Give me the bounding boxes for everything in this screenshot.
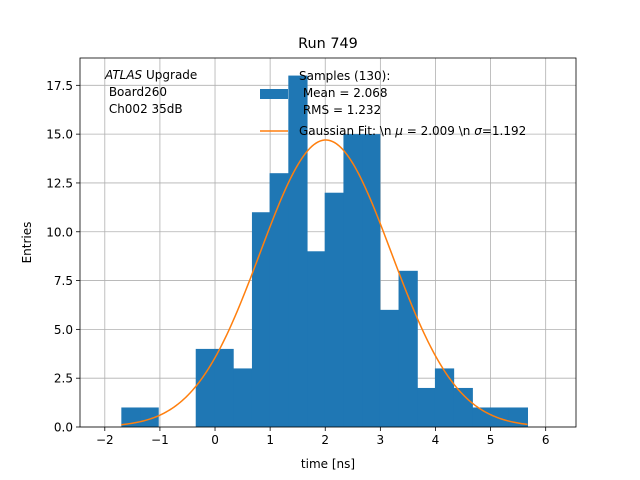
annotation-atlas: ATLAS bbox=[104, 68, 143, 82]
annotation-line-1: ATLAS Upgrade bbox=[104, 68, 197, 82]
legend-histogram-line-2: Mean = 2.068 bbox=[299, 86, 388, 100]
y-tick-label: 2.5 bbox=[54, 372, 73, 386]
histogram-bar bbox=[251, 212, 271, 427]
legend-fit-sigma-symbol: σ bbox=[474, 124, 482, 138]
x-tick-label: 2 bbox=[321, 433, 329, 447]
y-tick-label: 5.0 bbox=[54, 323, 73, 337]
y-tick-label: 7.5 bbox=[54, 274, 73, 288]
y-tick-label: 0.0 bbox=[54, 421, 73, 435]
histogram-bar bbox=[195, 348, 215, 427]
histogram-bar bbox=[288, 75, 308, 428]
atlas-annotation: ATLAS Upgrade Board260 Ch002 35dB bbox=[104, 68, 197, 116]
histogram-bar bbox=[453, 387, 473, 427]
annotation-upgrade: Upgrade bbox=[142, 68, 197, 82]
legend-histogram-line-1: Samples (130): bbox=[299, 69, 390, 83]
chart-title: Run 749 bbox=[298, 36, 358, 52]
histogram-bar bbox=[307, 251, 326, 427]
x-axis-ticks: −2 −1 0 1 2 3 4 5 6 bbox=[96, 427, 550, 447]
x-tick-label: 5 bbox=[487, 433, 495, 447]
annotation-line-2: Board260 bbox=[105, 85, 167, 99]
x-tick-label: 6 bbox=[542, 433, 550, 447]
legend-fit-suffix: =1.192 bbox=[482, 124, 526, 138]
y-tick-label: 10.0 bbox=[46, 225, 73, 239]
histogram-bar bbox=[417, 387, 436, 427]
histogram-bar bbox=[434, 368, 455, 427]
histogram-bar bbox=[362, 134, 381, 427]
histogram-bar bbox=[269, 173, 289, 427]
legend-histogram-line-3: RMS = 1.232 bbox=[299, 103, 381, 117]
x-axis-label: time [ns] bbox=[301, 457, 355, 471]
legend-fit-label: Gaussian Fit: \n μ = 2.009 \n σ=1.192 bbox=[299, 124, 526, 138]
y-tick-label: 15.0 bbox=[46, 128, 73, 142]
histogram-bar bbox=[398, 270, 418, 427]
x-tick-label: 4 bbox=[432, 433, 440, 447]
histogram-bar bbox=[343, 134, 363, 427]
legend-fit-mid: = 2.009 \n bbox=[403, 124, 474, 138]
histogram-bar bbox=[140, 407, 159, 427]
y-tick-label: 12.5 bbox=[46, 176, 73, 190]
x-tick-label: −1 bbox=[151, 433, 169, 447]
gaussian-fit-curve bbox=[121, 139, 528, 426]
legend-histogram-swatch bbox=[260, 89, 288, 99]
histogram-bar bbox=[214, 348, 234, 427]
histogram-bar bbox=[233, 368, 253, 427]
legend-fit-prefix: Gaussian Fit: \n bbox=[299, 124, 395, 138]
annotation-line-3: Ch002 35dB bbox=[105, 102, 183, 116]
histogram-bar bbox=[324, 192, 344, 427]
x-tick-label: −2 bbox=[96, 433, 114, 447]
histogram-bar bbox=[490, 407, 510, 427]
x-tick-label: 0 bbox=[211, 433, 219, 447]
histogram-bars bbox=[121, 75, 529, 428]
x-tick-label: 3 bbox=[377, 433, 385, 447]
y-axis-label: Entries bbox=[20, 222, 34, 264]
legend-fit-mu-symbol: μ bbox=[394, 124, 403, 138]
legend: Samples (130): Mean = 2.068 RMS = 1.232 … bbox=[260, 69, 526, 138]
histogram-bar bbox=[379, 309, 400, 427]
x-tick-label: 1 bbox=[266, 433, 274, 447]
y-axis-ticks: 0.0 2.5 5.0 7.5 10.0 12.5 15.0 17.5 bbox=[46, 79, 80, 435]
plot-frame bbox=[79, 57, 577, 428]
y-tick-label: 17.5 bbox=[46, 79, 73, 93]
